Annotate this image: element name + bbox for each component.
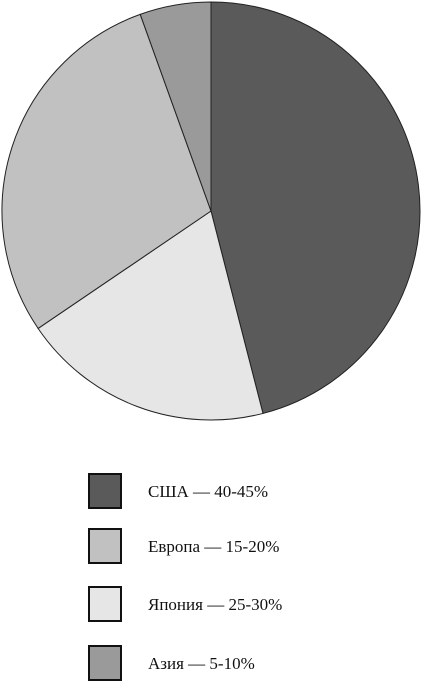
legend-swatch: [88, 586, 122, 622]
pie-slice: [37, 210, 264, 421]
pie-slice: [210, 1, 421, 415]
legend-swatch: [88, 528, 122, 564]
legend-label: Азия — 5-10%: [148, 654, 255, 673]
pie-slice: [139, 1, 212, 212]
legend-label: Япония — 25-30%: [148, 595, 282, 614]
legend-label: Европа — 15-20%: [148, 537, 279, 556]
legend-swatch: [88, 645, 122, 681]
pie-slice: [1, 13, 212, 330]
legend-label: США — 40-45%: [148, 482, 268, 501]
legend-swatch: [88, 473, 122, 509]
